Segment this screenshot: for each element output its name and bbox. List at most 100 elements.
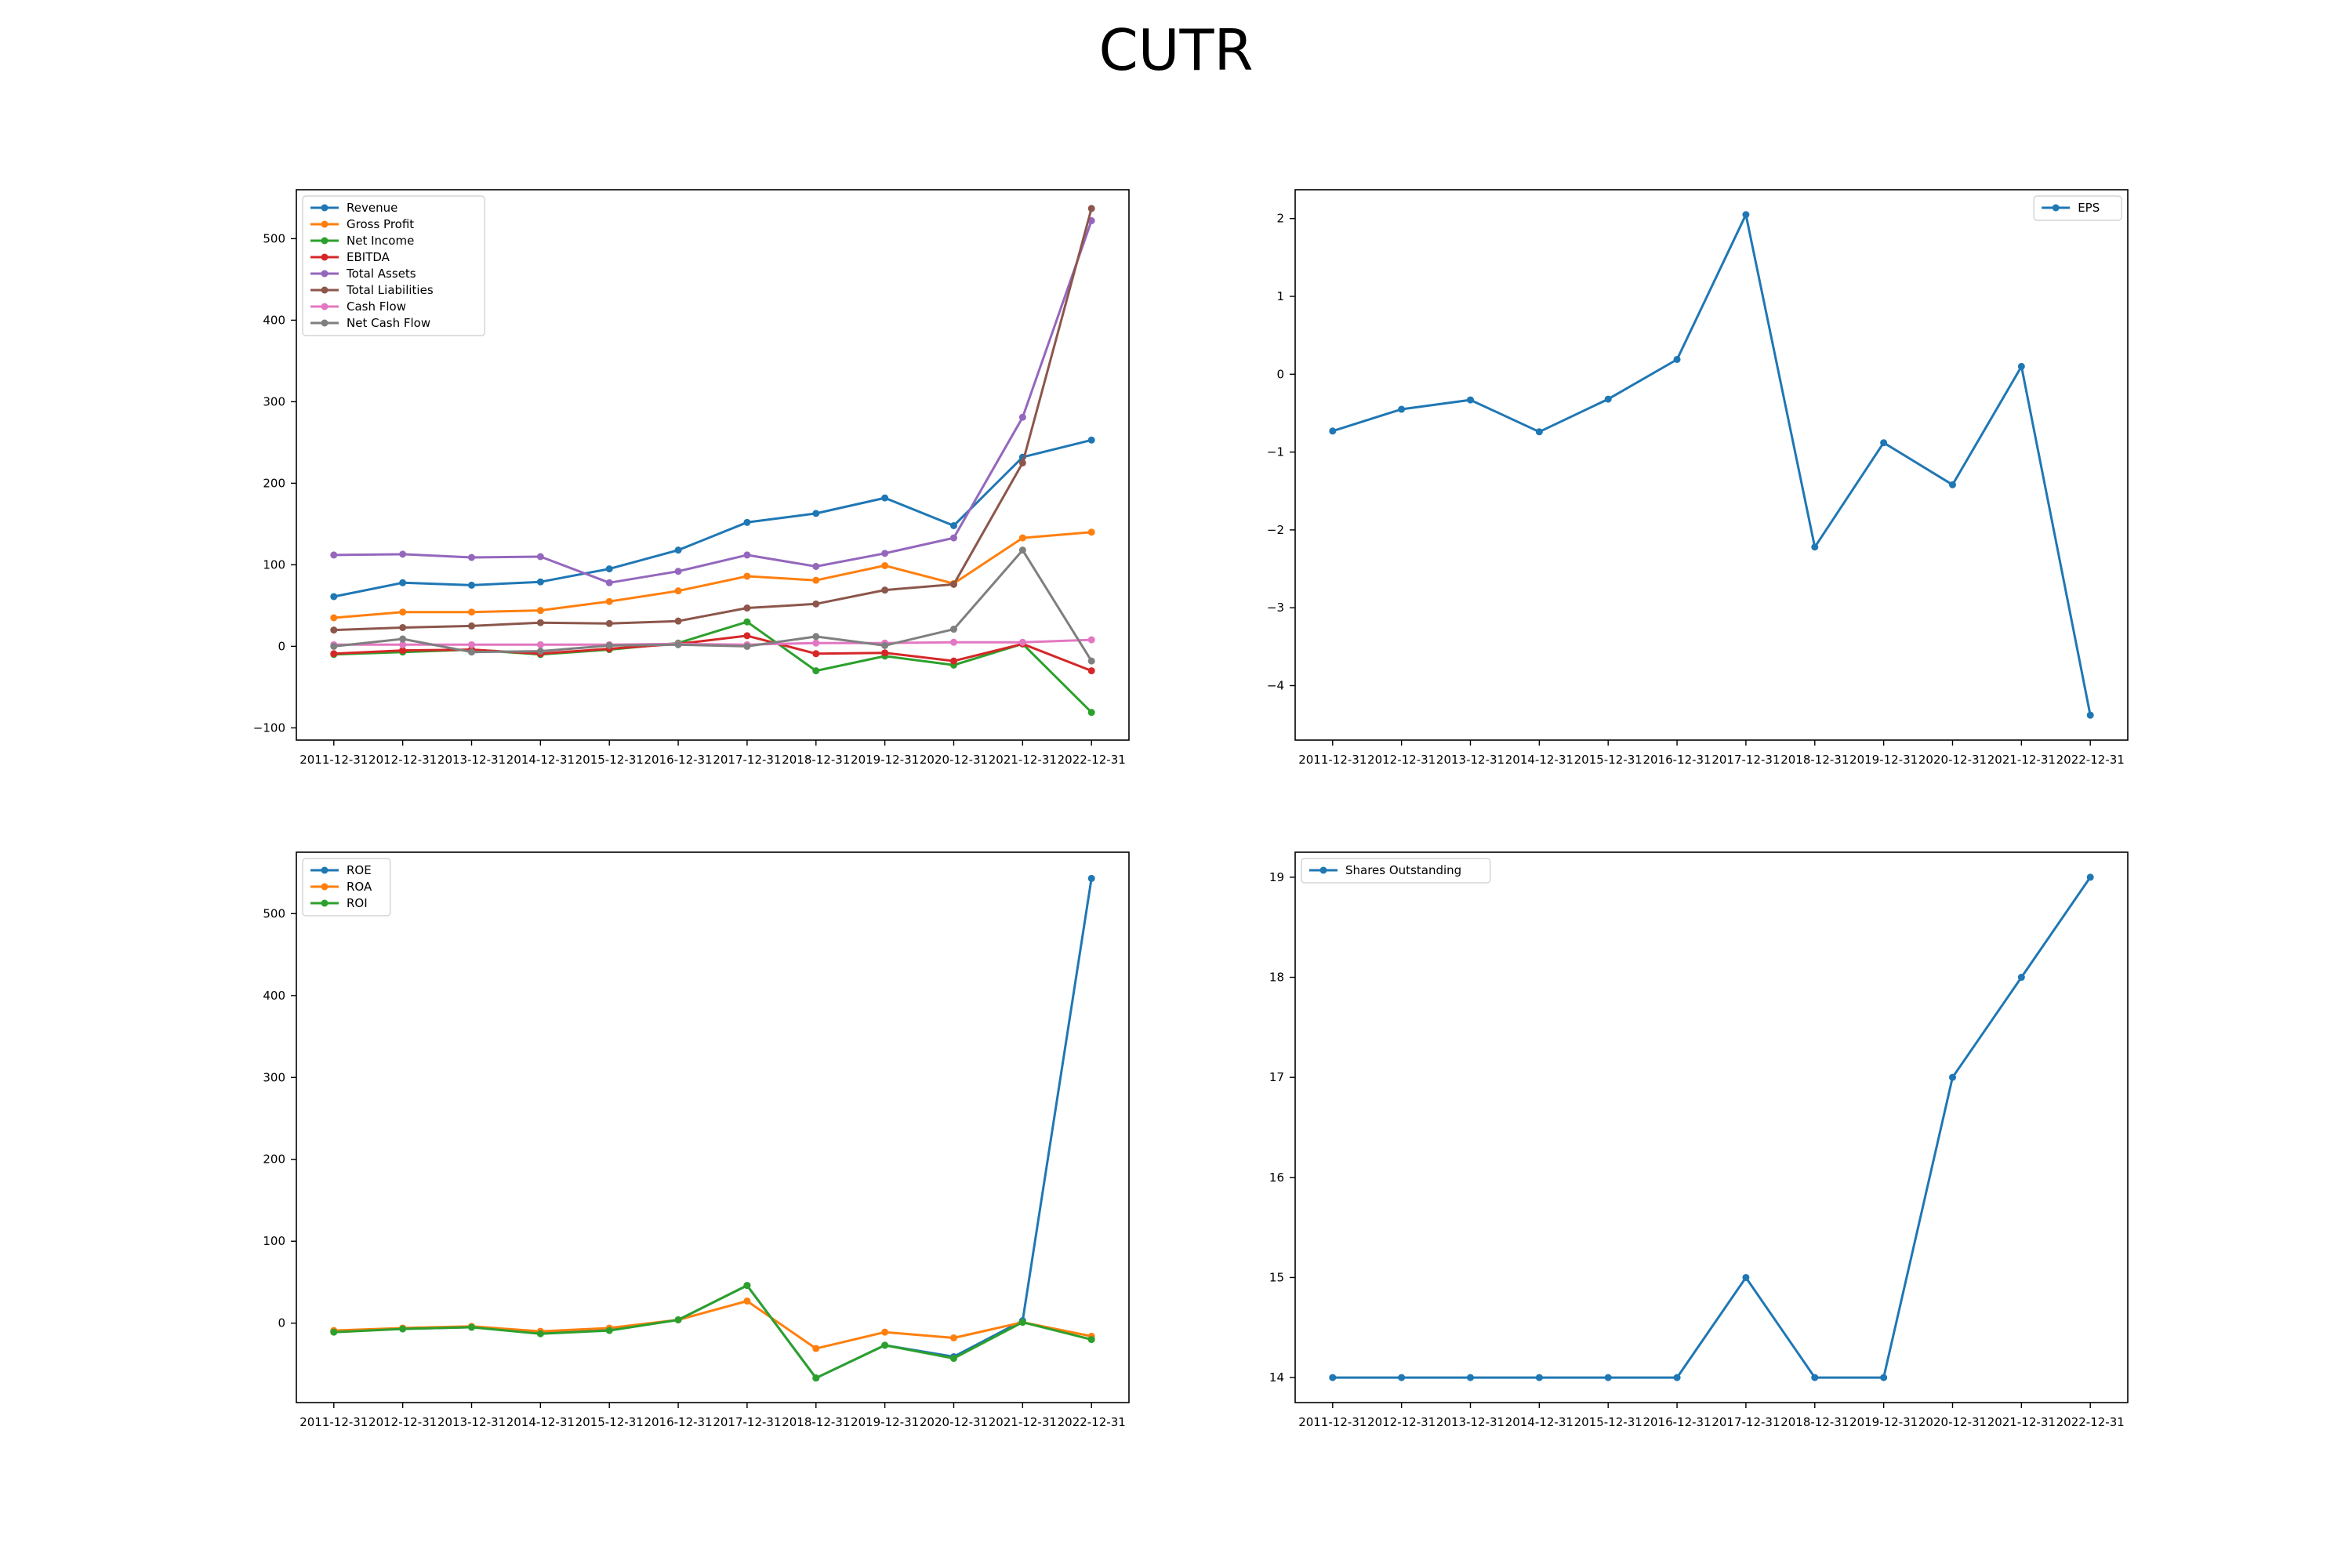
- x-tick-label: 2012-12-31: [368, 1415, 437, 1429]
- data-point-eps: [1673, 355, 1681, 363]
- data-point-net-income: [605, 646, 613, 654]
- series-line-roa: [333, 1300, 1092, 1350]
- y-tick-label: 19: [1269, 870, 1284, 884]
- data-point-roe: [1018, 1317, 1026, 1325]
- data-point-total-liabilities: [330, 626, 338, 634]
- legend-box: [1301, 858, 1491, 884]
- data-point-roi: [812, 1374, 820, 1382]
- legend-label-total-liabilities: Total Liabilities: [346, 283, 434, 297]
- data-point-net-cash-flow: [330, 642, 338, 650]
- data-point-roi: [743, 1282, 751, 1290]
- y-tick-label: 300: [263, 1070, 285, 1084]
- y-tick-label: 17: [1269, 1070, 1284, 1084]
- legend-label-net-income: Net Income: [347, 234, 414, 248]
- x-tick-label: 2018-12-31: [1780, 1415, 1849, 1429]
- legend-marker-roi: [321, 899, 328, 907]
- data-point-net-income: [674, 639, 682, 647]
- x-tick-label: 2018-12-31: [1780, 753, 1849, 767]
- series-line-total-liabilities: [333, 208, 1093, 632]
- data-point-total-assets: [468, 554, 476, 561]
- data-point-roa: [330, 1327, 338, 1334]
- data-point-ebitda: [468, 646, 476, 654]
- series-line-roi: [333, 1284, 1092, 1380]
- data-point-revenue: [536, 578, 544, 586]
- x-tick-label: 2018-12-31: [782, 1415, 850, 1429]
- legend-label-gross-profit: Gross Profit: [347, 217, 414, 231]
- x-tick-label: 2017-12-31: [713, 1415, 781, 1429]
- series-line-revenue: [333, 438, 1092, 598]
- x-tick-label: 2011-12-31: [299, 1415, 368, 1429]
- legend-marker-total-assets: [321, 270, 328, 278]
- x-tick-label: 2017-12-31: [713, 753, 781, 767]
- legend-box: [2033, 195, 2122, 221]
- y-tick-label: 0: [278, 1316, 285, 1330]
- legend-marker-roa: [321, 883, 328, 891]
- data-point-revenue: [674, 546, 682, 554]
- data-point-cash-flow: [399, 641, 407, 648]
- data-point-roe: [674, 1316, 682, 1323]
- data-point-net-cash-flow: [605, 641, 613, 649]
- data-point-roe: [605, 1326, 613, 1334]
- data-point-revenue: [1018, 453, 1026, 461]
- x-tick-label: 2011-12-31: [299, 753, 368, 767]
- data-point-ebitda: [881, 649, 889, 657]
- y-tick-label: 14: [1269, 1370, 1284, 1385]
- x-tick-label: 2022-12-31: [1058, 1415, 1126, 1429]
- series-line-total-assets: [333, 220, 1093, 584]
- legend-label-eps: EPS: [2078, 201, 2100, 215]
- data-point-shares-outstanding: [1948, 1073, 1956, 1081]
- x-tick-label: 2015-12-31: [1574, 753, 1642, 767]
- x-tick-label: 2020-12-31: [1918, 1415, 1987, 1429]
- data-point-roa: [881, 1328, 889, 1336]
- legend-marker-shares-outstanding: [1319, 866, 1327, 874]
- y-tick-label: −1: [1267, 445, 1284, 459]
- y-tick-label: 200: [263, 476, 285, 490]
- y-tick-label: 100: [263, 1234, 285, 1248]
- data-point-gross-profit: [949, 579, 957, 587]
- x-tick-label: 2021-12-31: [1987, 1415, 2056, 1429]
- data-point-roa: [536, 1327, 544, 1335]
- data-point-total-liabilities: [674, 617, 682, 625]
- legend-label-total-assets: Total Assets: [346, 267, 416, 281]
- data-point-shares-outstanding: [1742, 1273, 1750, 1281]
- data-point-shares-outstanding: [2086, 873, 2094, 881]
- legend-marker-net-income: [321, 237, 328, 245]
- data-point-ebitda: [605, 645, 613, 653]
- data-point-roe: [949, 1353, 957, 1360]
- data-point-roi: [1087, 1336, 1095, 1344]
- data-point-roa: [468, 1323, 476, 1330]
- x-tick-label: 2016-12-31: [1642, 1415, 1711, 1429]
- x-tick-label: 2013-12-31: [437, 753, 506, 767]
- axes-frame: [296, 851, 1130, 1403]
- data-point-total-assets: [743, 551, 751, 559]
- data-point-total-assets: [949, 534, 957, 542]
- data-point-net-cash-flow: [1087, 657, 1095, 665]
- x-tick-label: 2011-12-31: [1298, 1415, 1367, 1429]
- data-point-ebitda: [812, 650, 820, 658]
- data-point-revenue: [743, 518, 751, 526]
- data-point-net-income: [330, 651, 338, 659]
- x-tick-label: 2021-12-31: [1987, 753, 2056, 767]
- x-tick-label: 2014-12-31: [506, 1415, 575, 1429]
- x-tick-label: 2012-12-31: [1367, 753, 1436, 767]
- x-tick-label: 2021-12-31: [989, 1415, 1057, 1429]
- data-point-revenue: [330, 593, 338, 601]
- series-line-roe: [333, 878, 1093, 1380]
- x-tick-label: 2019-12-31: [1849, 1415, 1918, 1429]
- data-point-cash-flow: [1018, 638, 1026, 646]
- legend-marker-eps: [2052, 204, 2060, 212]
- data-point-revenue: [812, 510, 820, 517]
- y-tick-label: −100: [253, 720, 285, 735]
- legend-label-roi: ROI: [347, 896, 368, 910]
- data-point-roe: [812, 1374, 820, 1382]
- series-line-cash-flow: [333, 638, 1092, 646]
- data-point-cash-flow: [536, 641, 544, 648]
- data-point-total-liabilities: [605, 619, 613, 627]
- y-tick-label: 200: [263, 1152, 285, 1167]
- data-point-ebitda: [674, 640, 682, 648]
- data-point-eps: [1948, 481, 1956, 488]
- data-point-total-liabilities: [881, 586, 889, 594]
- data-point-total-liabilities: [536, 619, 544, 626]
- data-point-net-cash-flow: [881, 641, 889, 649]
